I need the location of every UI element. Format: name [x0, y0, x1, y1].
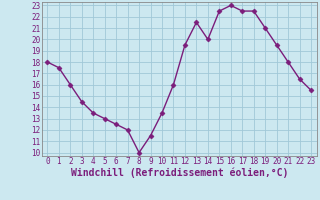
X-axis label: Windchill (Refroidissement éolien,°C): Windchill (Refroidissement éolien,°C) — [70, 168, 288, 178]
